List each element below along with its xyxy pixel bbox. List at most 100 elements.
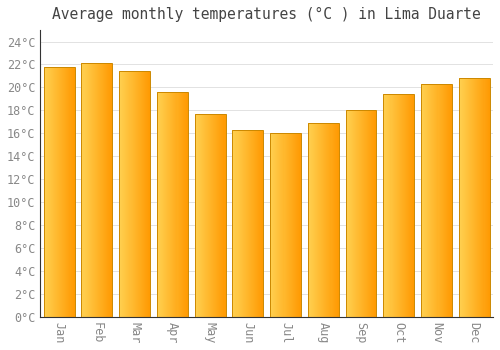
Bar bbox=[57, 67, 58, 317]
Bar bbox=[236, 130, 238, 317]
Bar bbox=[208, 114, 209, 317]
Bar bbox=[352, 110, 353, 317]
Bar bbox=[467, 78, 468, 317]
Bar bbox=[468, 78, 469, 317]
Bar bbox=[427, 84, 428, 317]
Bar bbox=[136, 71, 138, 317]
Bar bbox=[408, 94, 409, 317]
Bar bbox=[254, 130, 255, 317]
Bar bbox=[201, 114, 202, 317]
Bar bbox=[400, 94, 401, 317]
Bar bbox=[322, 123, 324, 317]
Bar bbox=[434, 84, 436, 317]
Bar bbox=[280, 133, 281, 317]
Bar bbox=[66, 67, 68, 317]
Bar bbox=[458, 78, 490, 317]
Bar bbox=[141, 71, 142, 317]
Bar bbox=[292, 133, 293, 317]
Bar bbox=[234, 130, 236, 317]
Bar bbox=[110, 63, 112, 317]
Bar bbox=[174, 92, 176, 317]
Bar bbox=[462, 78, 463, 317]
Bar bbox=[147, 71, 148, 317]
Bar bbox=[145, 71, 146, 317]
Bar bbox=[95, 63, 96, 317]
Bar bbox=[108, 63, 110, 317]
Bar bbox=[300, 133, 301, 317]
Bar bbox=[412, 94, 413, 317]
Bar bbox=[242, 130, 244, 317]
Bar bbox=[297, 133, 298, 317]
Bar bbox=[364, 110, 365, 317]
Bar bbox=[55, 67, 56, 317]
Bar bbox=[421, 84, 452, 317]
Bar bbox=[309, 123, 310, 317]
Bar bbox=[386, 94, 388, 317]
Bar bbox=[295, 133, 296, 317]
Bar bbox=[350, 110, 352, 317]
Bar bbox=[409, 94, 410, 317]
Bar bbox=[139, 71, 140, 317]
Bar bbox=[315, 123, 316, 317]
Bar bbox=[140, 71, 141, 317]
Bar bbox=[469, 78, 470, 317]
Bar bbox=[213, 114, 214, 317]
Bar bbox=[52, 67, 53, 317]
Bar bbox=[198, 114, 200, 317]
Bar bbox=[475, 78, 476, 317]
Bar bbox=[460, 78, 461, 317]
Bar bbox=[146, 71, 147, 317]
Bar bbox=[488, 78, 490, 317]
Bar bbox=[478, 78, 480, 317]
Bar bbox=[480, 78, 482, 317]
Bar bbox=[167, 92, 168, 317]
Bar bbox=[336, 123, 338, 317]
Bar bbox=[82, 63, 84, 317]
Bar bbox=[138, 71, 139, 317]
Bar bbox=[259, 130, 260, 317]
Bar bbox=[88, 63, 90, 317]
Bar bbox=[464, 78, 465, 317]
Bar bbox=[317, 123, 318, 317]
Bar bbox=[346, 110, 348, 317]
Bar bbox=[296, 133, 297, 317]
Bar bbox=[158, 92, 159, 317]
Bar bbox=[392, 94, 394, 317]
Bar bbox=[461, 78, 462, 317]
Bar bbox=[119, 71, 150, 317]
Bar bbox=[107, 63, 108, 317]
Bar bbox=[224, 114, 226, 317]
Bar bbox=[206, 114, 207, 317]
Bar bbox=[261, 130, 262, 317]
Bar bbox=[164, 92, 165, 317]
Bar bbox=[251, 130, 252, 317]
Bar bbox=[62, 67, 64, 317]
Bar bbox=[238, 130, 240, 317]
Bar bbox=[46, 67, 47, 317]
Bar bbox=[60, 67, 61, 317]
Bar bbox=[374, 110, 376, 317]
Bar bbox=[161, 92, 162, 317]
Bar bbox=[390, 94, 392, 317]
Bar bbox=[314, 123, 315, 317]
Bar bbox=[407, 94, 408, 317]
Bar bbox=[102, 63, 103, 317]
Bar bbox=[321, 123, 322, 317]
Bar bbox=[328, 123, 330, 317]
Bar bbox=[362, 110, 363, 317]
Bar bbox=[215, 114, 216, 317]
Bar bbox=[53, 67, 54, 317]
Bar bbox=[368, 110, 370, 317]
Bar bbox=[54, 67, 55, 317]
Bar bbox=[486, 78, 488, 317]
Bar bbox=[260, 130, 261, 317]
Bar bbox=[346, 110, 376, 317]
Bar bbox=[182, 92, 184, 317]
Bar bbox=[473, 78, 474, 317]
Bar bbox=[255, 130, 256, 317]
Bar bbox=[324, 123, 326, 317]
Bar bbox=[92, 63, 93, 317]
Bar bbox=[274, 133, 275, 317]
Bar bbox=[442, 84, 444, 317]
Bar bbox=[222, 114, 224, 317]
